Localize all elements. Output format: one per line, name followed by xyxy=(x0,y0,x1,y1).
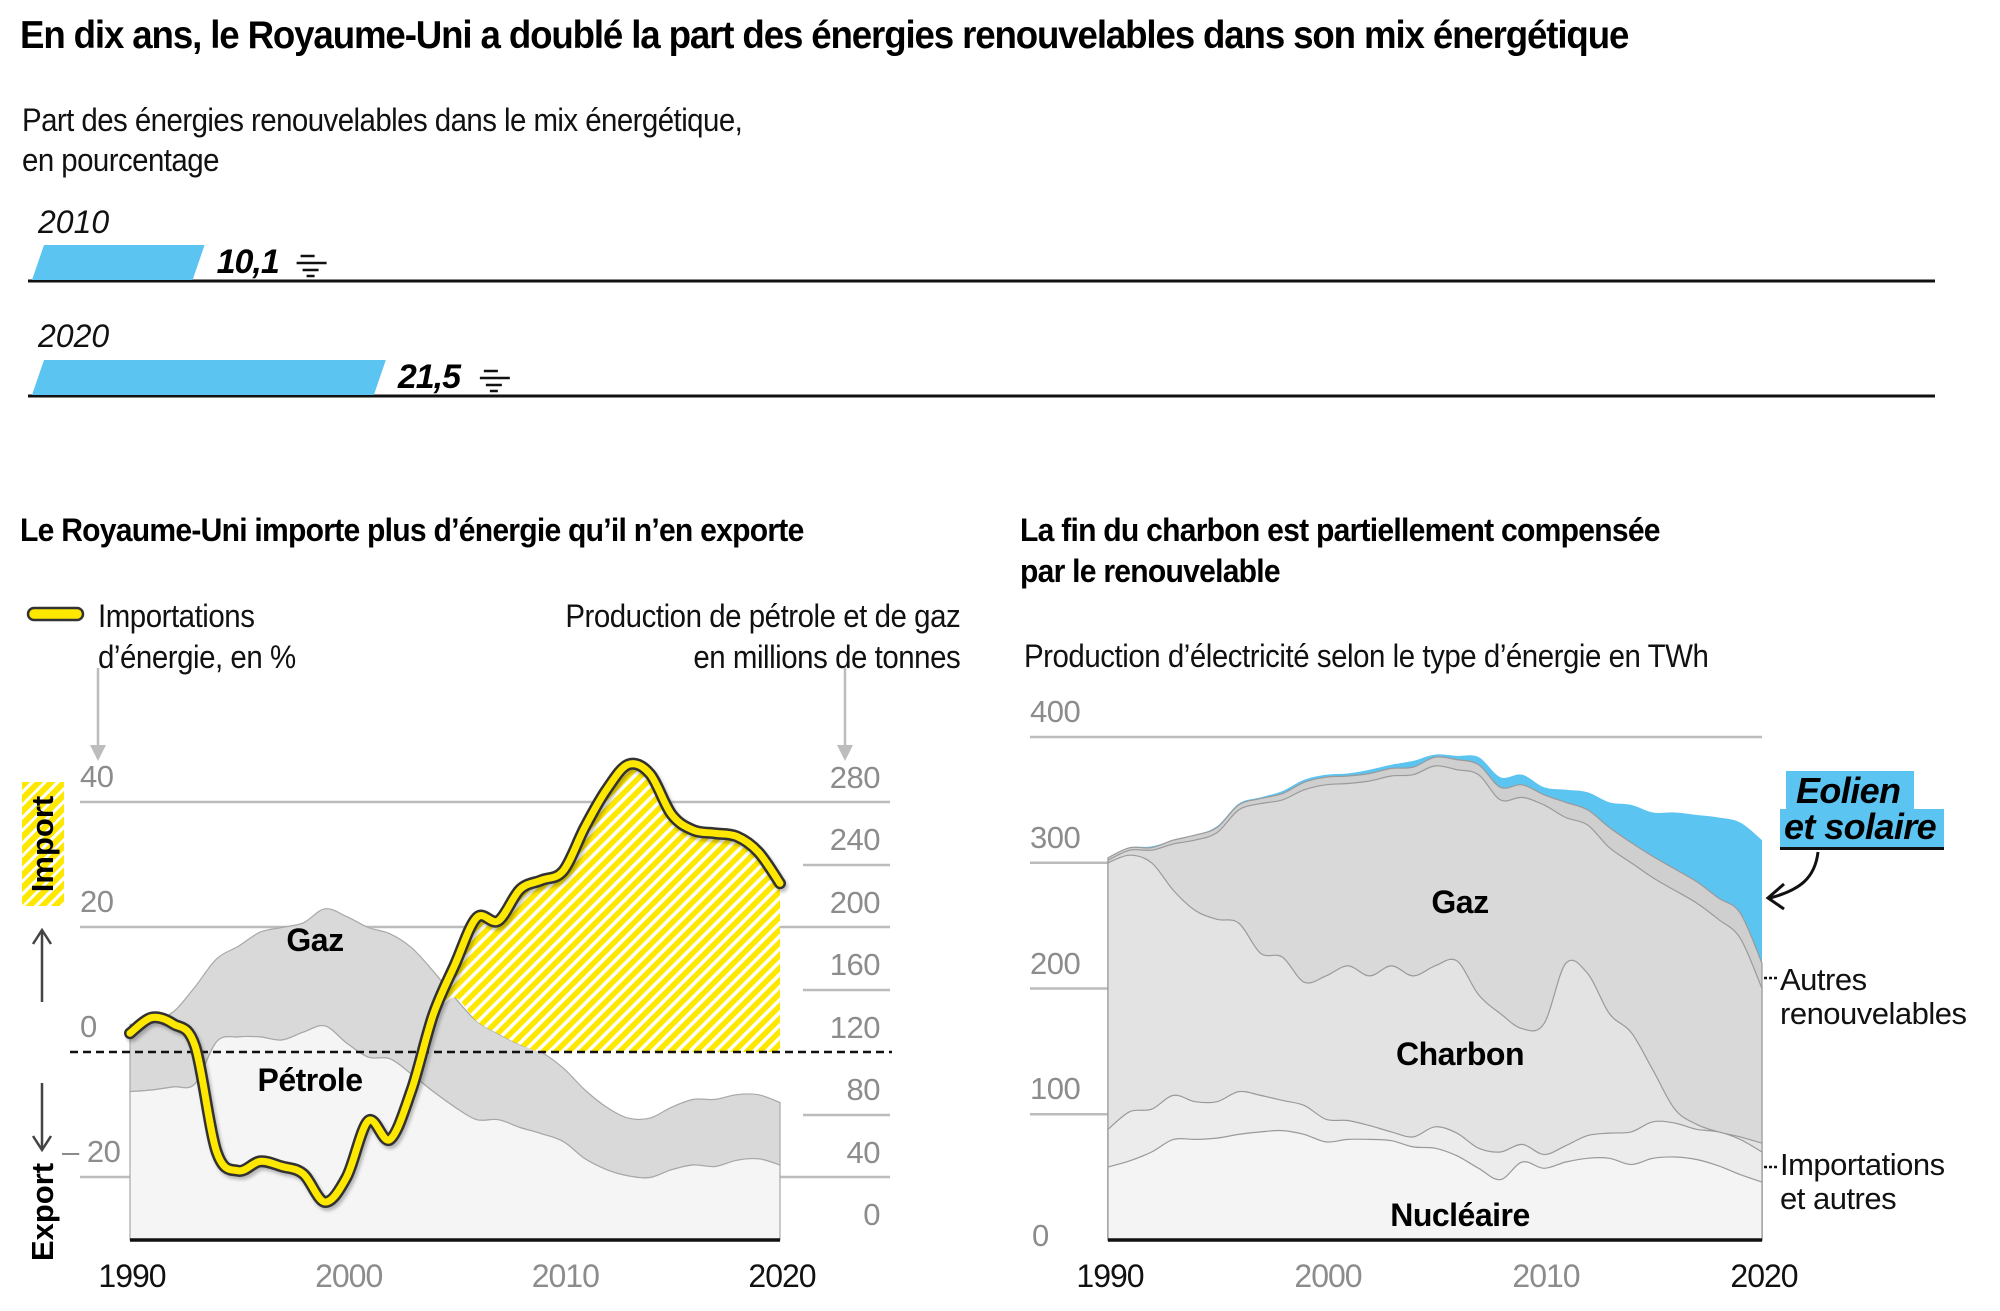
page-title: En dix ans, le Royaume-Uni a doublé la p… xyxy=(20,14,1629,57)
right-axis-tick-label: 280 xyxy=(829,759,881,795)
import-side-label: Import xyxy=(25,795,60,893)
area-label-coal: Charbon xyxy=(1395,1036,1525,1072)
speed-lines-icon xyxy=(296,254,327,278)
nuclear-area xyxy=(1107,1129,1763,1241)
other-renewables-line-1: Autres xyxy=(1780,962,1867,997)
right-axis-tick-label: 0 xyxy=(863,1197,880,1232)
x-axis-tick-label: 2000 xyxy=(315,1258,383,1294)
right-axis-tick-label: 160 xyxy=(829,947,881,982)
curved-arrow-icon xyxy=(1769,851,1820,900)
production-axis-label: Production de pétrole et de gaz en milli… xyxy=(565,596,960,678)
x-axis-tick-label: 2020 xyxy=(1730,1258,1798,1294)
bar-year-label: 2020 xyxy=(38,318,110,354)
wind-solar-tag-line-1: Eolien xyxy=(1786,771,1915,809)
y-axis-tick-label: 400 xyxy=(1030,694,1081,729)
imports-chart-title: Le Royaume-Uni importe plus d’énergie qu… xyxy=(20,512,804,548)
imports-legend-label: Importations d’énergie, en % xyxy=(98,596,296,678)
x-axis-tick-label: 2020 xyxy=(748,1258,816,1294)
y-axis-tick-label: 200 xyxy=(1030,945,1081,981)
renewable-share-bar-2020 xyxy=(32,360,386,395)
x-axis-tick-label: 2010 xyxy=(531,1258,600,1294)
import-arrowhead-icon xyxy=(31,927,53,945)
electricity-chart-subtitle: Production d’électricité selon le type d… xyxy=(1024,638,1709,674)
right-axis-tick-label: 40 xyxy=(846,1134,881,1170)
left-axis-tick-label: 40 xyxy=(80,759,114,794)
bar-value-label: 21,5 xyxy=(397,358,461,396)
bar-chart-subtitle: Part des énergies renouvelables dans le … xyxy=(22,100,743,180)
other-renewables-line-2: renouvelables xyxy=(1780,996,1967,1031)
down-arrow-icon xyxy=(837,745,853,761)
imports-line xyxy=(126,760,784,1206)
imports-legend-line-1: Importations xyxy=(98,598,255,634)
other-renewables-annotation: Autres renouvelables xyxy=(1780,963,1967,1031)
area-label-nuclear: Nucléaire xyxy=(1390,1197,1530,1233)
left-axis-tick-label: – 20 xyxy=(62,1134,121,1169)
imports-others-annotation: Importations et autres xyxy=(1780,1148,1945,1216)
arrowhead-icon xyxy=(1765,882,1785,911)
y-axis-tick-label: 0 xyxy=(1032,1218,1049,1253)
bar-chart-subtitle-line-1: Part des énergies renouvelables dans le … xyxy=(22,102,743,138)
left-axis-tick-label: 0 xyxy=(80,1009,97,1044)
y-axis-tick-label: 100 xyxy=(1030,1071,1081,1107)
right-axis-tick-label: 80 xyxy=(846,1072,881,1107)
bar-chart xyxy=(28,245,1935,398)
bar-chart-subtitle-line-2: en pourcentage xyxy=(22,142,219,178)
area-label-gas: Gaz xyxy=(286,922,344,958)
x-axis-tick-label: 1990 xyxy=(1076,1258,1144,1294)
y-axis-tick-label: 300 xyxy=(1030,819,1081,855)
export-arrowhead-icon xyxy=(31,1135,53,1153)
x-axis-tick-label: 2010 xyxy=(1512,1258,1580,1294)
right-axis-tick-label: 120 xyxy=(829,1009,881,1045)
electricity-chart-title-line-1: La fin du charbon est partiellement comp… xyxy=(1020,512,1661,548)
left-axis-tick-label: 20 xyxy=(80,884,114,919)
imports-others-line-2: et autres xyxy=(1780,1181,1897,1216)
speed-lines-icon xyxy=(479,369,510,393)
wind-solar-annotation: Eolien et solaire xyxy=(1780,771,1945,850)
x-axis-tick-label: 1990 xyxy=(98,1258,166,1294)
wind-solar-tag-line-2: et solaire xyxy=(1780,809,1945,850)
electricity-chart-title: La fin du charbon est partiellement comp… xyxy=(1020,510,1661,592)
production-axis-label-line-1: Production de pétrole et de gaz xyxy=(565,598,960,634)
renewable-share-bar-2010 xyxy=(32,245,205,280)
bar-value-label: 10,1 xyxy=(216,243,280,281)
oil-production-area xyxy=(129,1024,781,1241)
down-arrow-icon xyxy=(90,745,106,761)
x-axis-tick-label: 2000 xyxy=(1294,1258,1362,1294)
imports-others-line-1: Importations xyxy=(1780,1147,1945,1182)
net-imports-hatched-area xyxy=(433,763,780,1053)
export-side-label: Export xyxy=(25,1162,60,1262)
production-axis-label-line-2: en millions de tonnes xyxy=(693,639,960,675)
bar-year-label: 2010 xyxy=(38,204,110,240)
area-label-gas: Gaz xyxy=(1431,884,1489,920)
right-axis-tick-label: 240 xyxy=(829,822,881,857)
right-axis-tick-label: 200 xyxy=(829,884,881,920)
area-label-oil: Pétrole xyxy=(257,1062,363,1098)
electricity-chart-title-line-2: par le renouvelable xyxy=(1020,553,1281,589)
imports-legend-line-2: d’énergie, en % xyxy=(98,639,296,675)
imports-legend-swatch xyxy=(26,606,85,622)
import-label-highlight xyxy=(22,782,64,906)
